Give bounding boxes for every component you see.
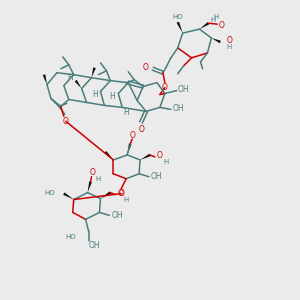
Text: O: O bbox=[157, 152, 163, 160]
Polygon shape bbox=[104, 151, 113, 160]
Polygon shape bbox=[212, 38, 221, 43]
Polygon shape bbox=[140, 154, 151, 160]
Polygon shape bbox=[43, 74, 47, 85]
Text: H: H bbox=[123, 108, 129, 117]
Polygon shape bbox=[75, 80, 82, 88]
Text: H: H bbox=[226, 44, 232, 50]
Text: H: H bbox=[93, 90, 98, 99]
Polygon shape bbox=[88, 181, 92, 193]
Polygon shape bbox=[127, 144, 131, 155]
Text: H: H bbox=[110, 92, 115, 101]
Text: H: H bbox=[96, 176, 101, 182]
Text: HO: HO bbox=[44, 190, 55, 196]
Polygon shape bbox=[176, 22, 183, 33]
Text: O: O bbox=[162, 83, 168, 92]
Text: OH: OH bbox=[178, 85, 190, 94]
Text: OH: OH bbox=[89, 241, 100, 250]
Text: O: O bbox=[129, 130, 135, 140]
Text: OH: OH bbox=[150, 172, 162, 181]
Text: O: O bbox=[226, 35, 232, 44]
Text: H: H bbox=[163, 159, 169, 165]
Polygon shape bbox=[63, 192, 74, 200]
Text: O: O bbox=[218, 21, 224, 30]
Text: O: O bbox=[143, 63, 149, 72]
Text: O: O bbox=[117, 189, 123, 198]
Text: O: O bbox=[138, 125, 144, 134]
Text: OH: OH bbox=[112, 211, 123, 220]
Polygon shape bbox=[200, 22, 209, 29]
Text: H: H bbox=[124, 196, 129, 202]
Polygon shape bbox=[92, 68, 96, 78]
Text: HO: HO bbox=[65, 234, 76, 240]
Polygon shape bbox=[100, 191, 111, 199]
Text: O: O bbox=[63, 117, 69, 126]
Text: H: H bbox=[211, 17, 216, 23]
Text: HO: HO bbox=[172, 14, 183, 20]
Text: H: H bbox=[214, 14, 219, 20]
Text: O: O bbox=[118, 189, 124, 198]
Text: H: H bbox=[67, 73, 73, 82]
Text: O: O bbox=[90, 168, 95, 177]
Text: OH: OH bbox=[173, 104, 184, 113]
